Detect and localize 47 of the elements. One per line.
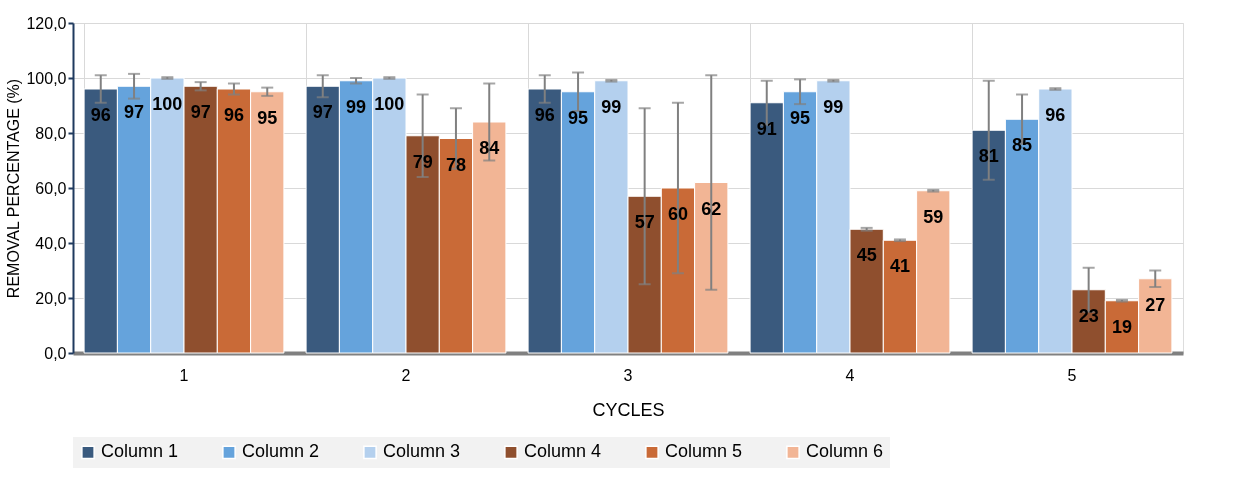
- legend-label: Column 1: [101, 441, 179, 462]
- data-label: 96: [1045, 105, 1066, 125]
- data-label: 100: [152, 94, 183, 114]
- legend-label: Column 3: [383, 441, 461, 462]
- data-label: 60: [667, 204, 688, 224]
- y-tick-label: 40,0: [35, 234, 67, 252]
- x-tick-label: 5: [1067, 366, 1077, 384]
- data-label: 99: [346, 96, 367, 117]
- data-label: 100: [374, 94, 405, 114]
- data-label: 99: [601, 96, 622, 117]
- data-label: 59: [923, 206, 944, 227]
- data-label: 41: [889, 256, 910, 277]
- y-tick-label: 80,0: [35, 124, 67, 142]
- data-label: 45: [856, 245, 877, 266]
- data-label: 27: [1145, 294, 1166, 315]
- data-label: 91: [756, 118, 777, 139]
- y-tick-label: 20,0: [35, 289, 67, 307]
- legend-label: Column 2: [242, 441, 320, 462]
- data-label: 97: [190, 102, 211, 123]
- x-tick-label: 2: [401, 366, 411, 384]
- legend-label: Column 6: [806, 441, 884, 462]
- y-tick-label: 100,0: [26, 69, 67, 87]
- legend-label: Column 5: [665, 441, 743, 462]
- x-tick-label: 3: [623, 366, 633, 384]
- data-label: 95: [257, 107, 278, 128]
- data-label: 23: [1078, 305, 1099, 326]
- x-tick-label: 4: [845, 366, 855, 384]
- y-axis-title: REMOVAL PERCENTAGE (%): [5, 78, 23, 299]
- legend-label: Column 4: [524, 441, 602, 462]
- data-label: 85: [1012, 135, 1033, 156]
- data-label: 78: [445, 154, 466, 175]
- data-label: 95: [568, 107, 589, 128]
- data-label: 19: [1111, 316, 1132, 337]
- y-tick-label: 120,0: [26, 14, 67, 32]
- data-label: 99: [823, 96, 844, 117]
- data-label: 96: [90, 105, 111, 125]
- y-tick-label: 60,0: [35, 179, 67, 197]
- data-label: 96: [534, 105, 555, 125]
- y-tick-label: 0,0: [44, 344, 67, 362]
- data-label: 62: [701, 198, 722, 219]
- data-label: 84: [479, 138, 500, 158]
- data-label: 96: [223, 105, 244, 125]
- x-tick-label: 1: [179, 366, 189, 384]
- data-label: 97: [312, 102, 333, 123]
- data-label: 95: [790, 107, 811, 128]
- x-axis-title: CYCLES: [592, 399, 665, 420]
- data-label: 97: [124, 102, 145, 123]
